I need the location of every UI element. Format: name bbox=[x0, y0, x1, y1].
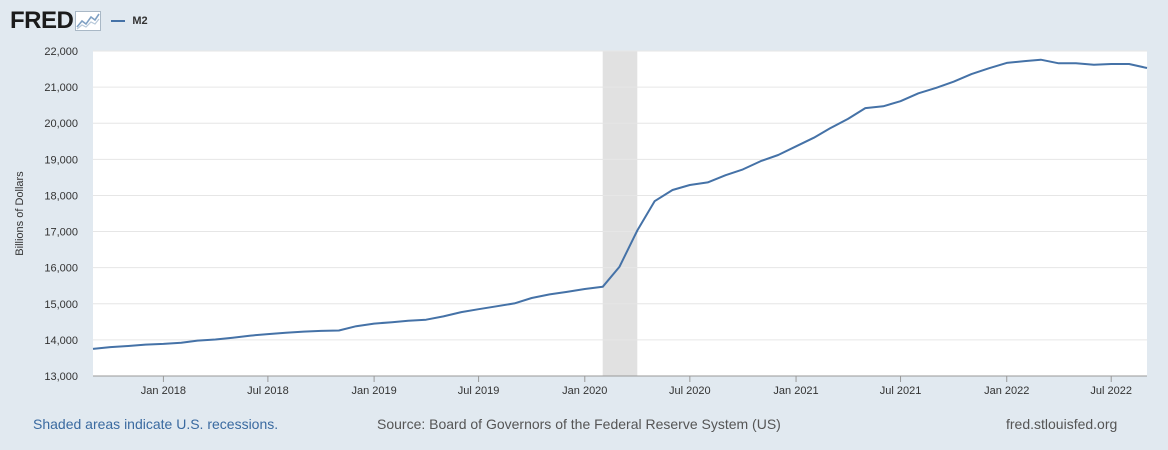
fred-site-link[interactable]: fred.stlouisfed.org bbox=[1006, 416, 1118, 432]
x-tick-label: Jan 2020 bbox=[562, 385, 607, 397]
y-tick-label: 20,000 bbox=[44, 118, 78, 130]
series-line-m2 bbox=[92, 58, 1148, 350]
y-tick-label: 14,000 bbox=[44, 335, 78, 347]
x-tick-label: Jan 2021 bbox=[773, 385, 818, 397]
chart-legend: M2 bbox=[111, 15, 148, 27]
x-tick-label: Jul 2022 bbox=[1090, 385, 1132, 397]
recession-footnote[interactable]: Shaded areas indicate U.S. recessions. bbox=[33, 416, 279, 432]
x-tick-label: Jul 2020 bbox=[669, 385, 711, 397]
legend-swatch-m2 bbox=[111, 20, 126, 22]
x-tick-label: Jul 2019 bbox=[458, 385, 500, 397]
chart-header: FRED M2 bbox=[10, 6, 148, 36]
x-tick-label: Jul 2018 bbox=[247, 385, 289, 397]
y-tick-label: 17,000 bbox=[44, 227, 78, 239]
source-note: Source: Board of Governors of the Federa… bbox=[377, 416, 781, 432]
fred-logo[interactable]: FRED bbox=[10, 7, 102, 34]
y-tick-label: 21,000 bbox=[44, 82, 78, 94]
y-tick-label: 22,000 bbox=[44, 46, 78, 58]
y-tick-label: 13,000 bbox=[44, 371, 78, 383]
x-tick-label: Jul 2021 bbox=[880, 385, 922, 397]
fred-logo-chart-icon bbox=[75, 11, 102, 31]
x-tick-label: Jan 2022 bbox=[984, 385, 1029, 397]
y-tick-label: 16,000 bbox=[44, 263, 78, 275]
line-chart: 13,000 14,000 15,000 16,000 17,000 18,000 19,0… bbox=[14, 46, 1148, 397]
y-tick-label: 19,000 bbox=[44, 154, 78, 166]
recession-shading bbox=[602, 51, 638, 376]
legend-label-m2: M2 bbox=[132, 15, 148, 27]
y-axis-title: Billions of Dollars bbox=[14, 171, 26, 256]
x-tick-label: Jan 2018 bbox=[141, 385, 186, 397]
x-tick-label: Jan 2019 bbox=[351, 385, 396, 397]
fred-logo-text: FRED bbox=[10, 7, 74, 34]
y-tick-label: 18,000 bbox=[44, 190, 78, 202]
y-tick-label: 15,000 bbox=[44, 299, 78, 311]
